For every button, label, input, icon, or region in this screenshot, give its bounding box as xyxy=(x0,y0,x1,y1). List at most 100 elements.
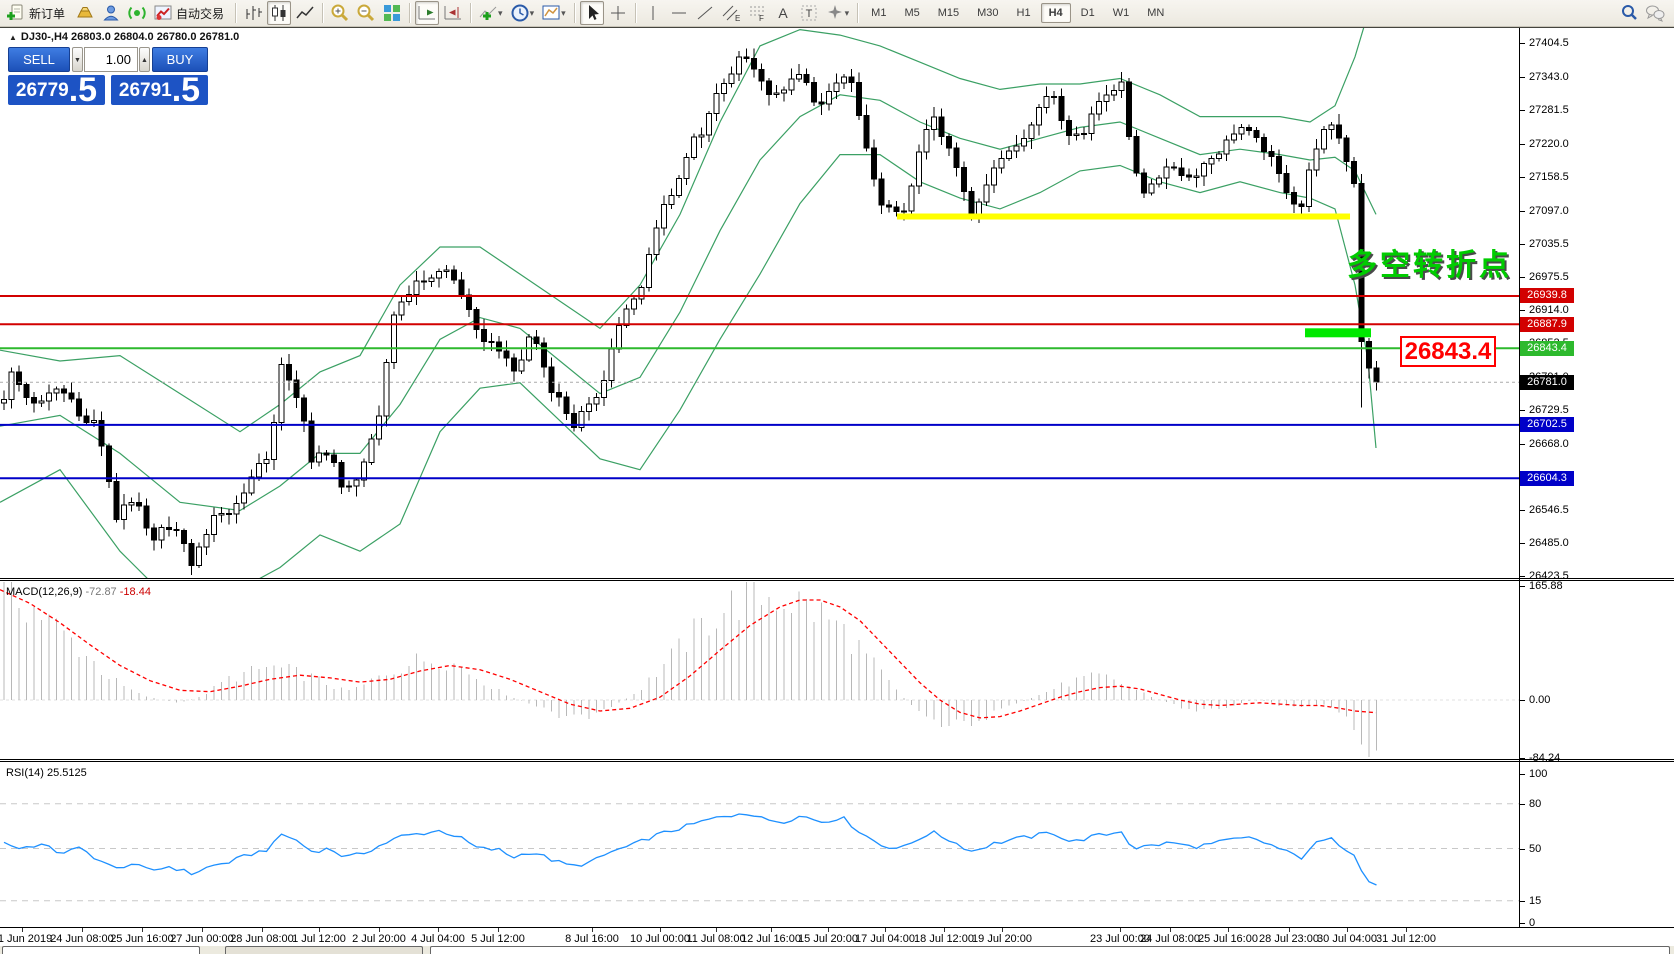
timeframe-m30-button[interactable]: M30 xyxy=(977,7,999,19)
yellow-support-line[interactable] xyxy=(897,213,1350,220)
candle-body xyxy=(421,280,427,283)
candle-body xyxy=(121,504,127,520)
sell-price[interactable]: 26779.5 xyxy=(8,75,105,105)
candle-body xyxy=(61,388,67,394)
panel-separator-1[interactable] xyxy=(0,578,1674,581)
candle-body xyxy=(113,481,120,521)
templates-button[interactable]: ▾ xyxy=(539,1,569,25)
timeframe-m1-button[interactable]: M1 xyxy=(871,7,887,19)
timeframe-m15-button[interactable]: M15 xyxy=(937,7,960,19)
time-axis-border xyxy=(0,927,1674,928)
templates-caret-icon[interactable]: ▾ xyxy=(561,7,566,18)
candle-body xyxy=(1096,100,1102,115)
crosshair-button[interactable] xyxy=(606,1,630,25)
candle-body xyxy=(1043,95,1050,109)
timeframe-d1-button[interactable]: D1 xyxy=(1080,7,1095,19)
timeframe-m5-button[interactable]: M5 xyxy=(904,7,920,19)
candle-body xyxy=(1126,81,1132,137)
candlestick-chart-button[interactable] xyxy=(267,1,292,25)
arrows-caret-icon[interactable]: ▾ xyxy=(844,7,850,18)
candle-body xyxy=(293,379,300,399)
green-highlight-marker[interactable] xyxy=(1305,328,1371,338)
horizontal-line-button[interactable] xyxy=(667,1,691,25)
bottom-tab-strip xyxy=(0,946,1674,954)
collapse-icon[interactable]: ▲ xyxy=(9,33,17,42)
price-chart-plot[interactable] xyxy=(0,28,1519,580)
chart-tab-3[interactable] xyxy=(430,946,1670,954)
volume-input[interactable]: 1.00 xyxy=(84,47,138,72)
buy-price-frac: .5 xyxy=(171,75,201,105)
chart-tab-1[interactable] xyxy=(2,946,200,954)
svg-text:T: T xyxy=(805,8,812,20)
price-tick xyxy=(1519,576,1525,577)
buy-button[interactable]: BUY xyxy=(152,47,208,72)
rsi-plot[interactable] xyxy=(0,763,1519,927)
fibonacci-button[interactable]: F xyxy=(745,1,769,25)
price-tick xyxy=(1519,144,1525,145)
bar-chart-button[interactable] xyxy=(241,1,265,25)
zoom-out-button[interactable] xyxy=(354,1,378,25)
candle-body xyxy=(53,388,60,394)
chart-shift-button[interactable] xyxy=(441,1,465,25)
indicators-button[interactable]: ▾ xyxy=(476,1,506,25)
time-tick xyxy=(716,928,717,932)
chat-button[interactable] xyxy=(1643,1,1667,25)
chart-window-border xyxy=(0,27,1674,28)
time-tick xyxy=(1120,928,1121,932)
macd-label: MACD(12,26,9) -72.87 -18.44 xyxy=(6,586,151,598)
search-icon xyxy=(1618,2,1640,24)
gold-ingot-button[interactable] xyxy=(73,1,97,25)
candle-body xyxy=(938,116,945,137)
timeframe-mn-button[interactable]: MN xyxy=(1147,7,1165,19)
candle-body xyxy=(863,115,870,149)
buy-price[interactable]: 26791.5 xyxy=(111,75,208,105)
zoom-in-button[interactable] xyxy=(328,1,352,25)
candle-body xyxy=(541,342,547,368)
sell-button[interactable]: SELL xyxy=(8,47,70,72)
panel-separator-2[interactable] xyxy=(0,759,1674,762)
equidistant-channel-button[interactable]: E xyxy=(719,1,743,25)
volume-increase-button[interactable]: ▲ xyxy=(139,47,150,72)
time-tick xyxy=(771,928,772,932)
candle-body xyxy=(1238,127,1245,135)
macd-plot[interactable] xyxy=(0,582,1519,760)
timeframe-h4-button[interactable]: H4 xyxy=(1040,3,1071,23)
vertical-line-button[interactable] xyxy=(641,1,665,25)
auto-trading-button[interactable]: 自动交易 xyxy=(151,1,230,25)
time-tick-label: 31 Jul 12:00 xyxy=(1376,933,1436,945)
text-label-button[interactable]: T xyxy=(797,1,821,25)
candle-body xyxy=(1351,160,1357,184)
candle-body xyxy=(1268,151,1275,157)
candle-body xyxy=(248,476,255,494)
line-chart-button[interactable] xyxy=(293,1,317,25)
periods-caret-icon[interactable]: ▾ xyxy=(529,7,535,18)
vertical-line-icon xyxy=(642,2,664,24)
text-button[interactable]: A xyxy=(771,1,795,25)
new-order-button[interactable]: 新订单 xyxy=(4,1,71,25)
volume-decrease-button[interactable]: ▼ xyxy=(72,47,83,72)
trendline-button[interactable] xyxy=(693,1,717,25)
signal-button[interactable] xyxy=(125,1,149,25)
price-badge-26702.5: 26702.5 xyxy=(1520,417,1574,432)
candle-body xyxy=(46,392,52,402)
tile-windows-button[interactable] xyxy=(380,1,404,25)
timeframe-w1-button[interactable]: W1 xyxy=(1112,7,1130,19)
indicators-icon xyxy=(477,2,499,24)
arrows-button[interactable]: ▾ xyxy=(823,1,853,25)
indicators-caret-icon[interactable]: ▾ xyxy=(498,7,503,18)
time-tick-label: 27 Jun 00:00 xyxy=(170,933,234,945)
search-button[interactable] xyxy=(1617,1,1641,25)
macd-main-value: -72.87 xyxy=(85,586,117,598)
candle-body xyxy=(473,308,480,331)
candle-body xyxy=(271,422,277,460)
profile-button[interactable] xyxy=(99,1,123,25)
candle-body xyxy=(143,505,150,529)
price-tick-label: 27281.5 xyxy=(1529,104,1569,116)
turning-point-annotation: 多空转折点 xyxy=(1347,249,1512,282)
chart-tab-2[interactable] xyxy=(225,946,423,954)
timeframe-h1-button[interactable]: H1 xyxy=(1016,7,1031,19)
candle-body xyxy=(1036,107,1042,126)
auto-scroll-button[interactable] xyxy=(415,1,440,25)
periods-button[interactable]: ▾ xyxy=(508,1,538,25)
cursor-button[interactable] xyxy=(579,1,604,25)
